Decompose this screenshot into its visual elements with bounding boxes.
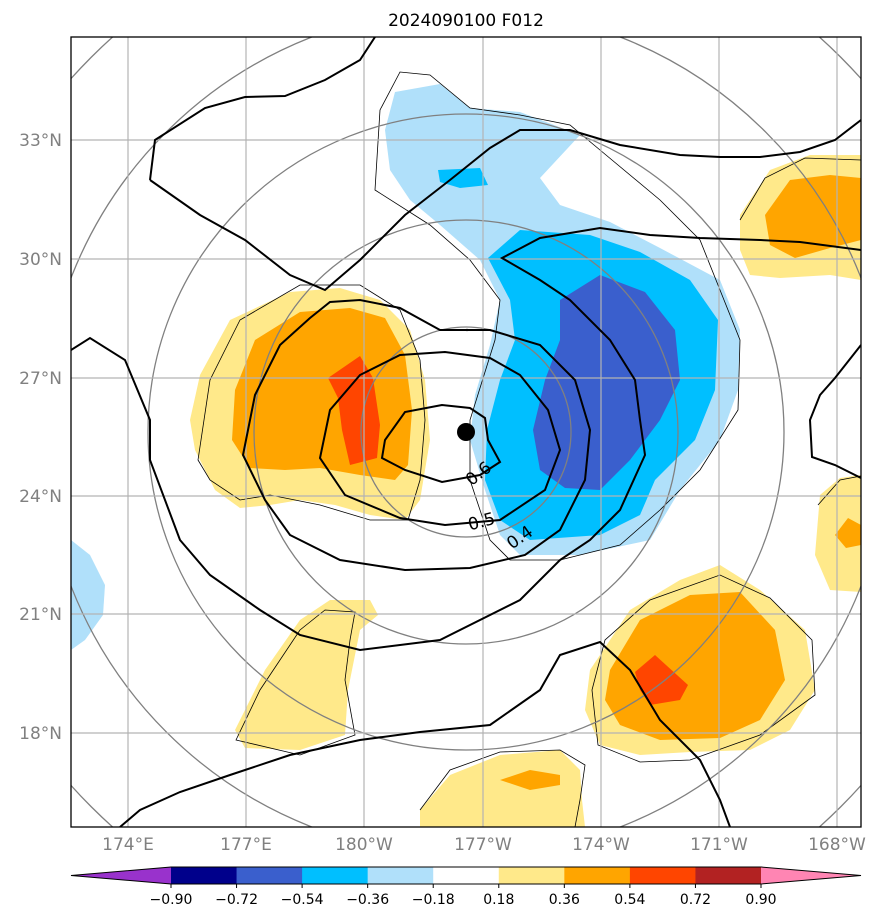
colorbar-segment	[498, 867, 565, 884]
colorbar: −0.90 −0.72 −0.54 −0.36 −0.18 0.18 0.36 0.54 0.7…	[70, 866, 862, 908]
contour-0.3	[71, 226, 861, 652]
colorbar-tick-label: 0.54	[614, 892, 645, 908]
colorbar-tick-label: −0.54	[281, 892, 324, 908]
colorbar-tick-label: −0.72	[215, 892, 258, 908]
anomaly-region-bottom	[420, 750, 585, 827]
lon-label: 177°E	[220, 835, 272, 855]
contour-east	[808, 344, 861, 479]
longitude-labels: 174°E 177°E 180°W 177°W 174°W 171°W 168°…	[102, 835, 866, 855]
lon-label: 174°W	[572, 835, 630, 855]
contour-0.6	[380, 403, 502, 484]
colorbar-tick-label: −0.18	[412, 892, 455, 908]
contour-0.1	[119, 640, 731, 827]
graticule	[71, 37, 861, 827]
colorbar-tick-label: 0.18	[483, 892, 514, 908]
colorbar-tick-label: 0.36	[549, 892, 580, 908]
colorbar-segment	[236, 867, 303, 884]
lon-label: 171°W	[690, 835, 748, 855]
lat-label: 33°N	[19, 131, 62, 151]
contour-0.2b	[149, 119, 861, 292]
anomaly-region-south	[235, 600, 378, 750]
lon-label: 177°W	[454, 835, 512, 855]
lat-label: 18°N	[19, 724, 62, 744]
storm-center-marker	[457, 423, 475, 441]
lat-label: 24°N	[19, 487, 62, 507]
lat-label: 30°N	[19, 250, 62, 270]
latitude-labels: 33°N 30°N 27°N 24°N 21°N 18°N	[19, 131, 62, 744]
lon-label: 168°W	[808, 835, 866, 855]
colorbar-segment	[433, 867, 500, 884]
colorbar-tick-label: −0.90	[150, 892, 193, 908]
colorbar-tick-label: −0.36	[346, 892, 389, 908]
colorbar-extend-low	[71, 867, 171, 884]
lat-label: 27°N	[19, 369, 62, 389]
colorbar-tick-label: 0.90	[745, 892, 776, 908]
contour-0.5	[318, 350, 562, 527]
height-contours	[71, 37, 861, 827]
lon-label: 180°W	[335, 835, 393, 855]
lat-label: 21°N	[19, 605, 62, 625]
contour-0.2	[149, 37, 376, 181]
minor-dot	[465, 328, 469, 332]
colorbar-tick-label: 0.72	[680, 892, 711, 908]
colorbar-segment	[302, 867, 369, 884]
map-frame	[70, 36, 862, 828]
colorbar-segment	[629, 867, 696, 884]
colorbar-segment	[171, 867, 238, 884]
map-title: 2024090100 F012	[388, 11, 544, 31]
colorbar-extend-high	[761, 867, 861, 884]
contour-0.4	[241, 298, 592, 572]
colorbar-segment	[695, 867, 762, 884]
lon-label: 174°E	[102, 835, 154, 855]
colorbar-segment	[564, 867, 631, 884]
colorbar-segment	[367, 867, 434, 884]
